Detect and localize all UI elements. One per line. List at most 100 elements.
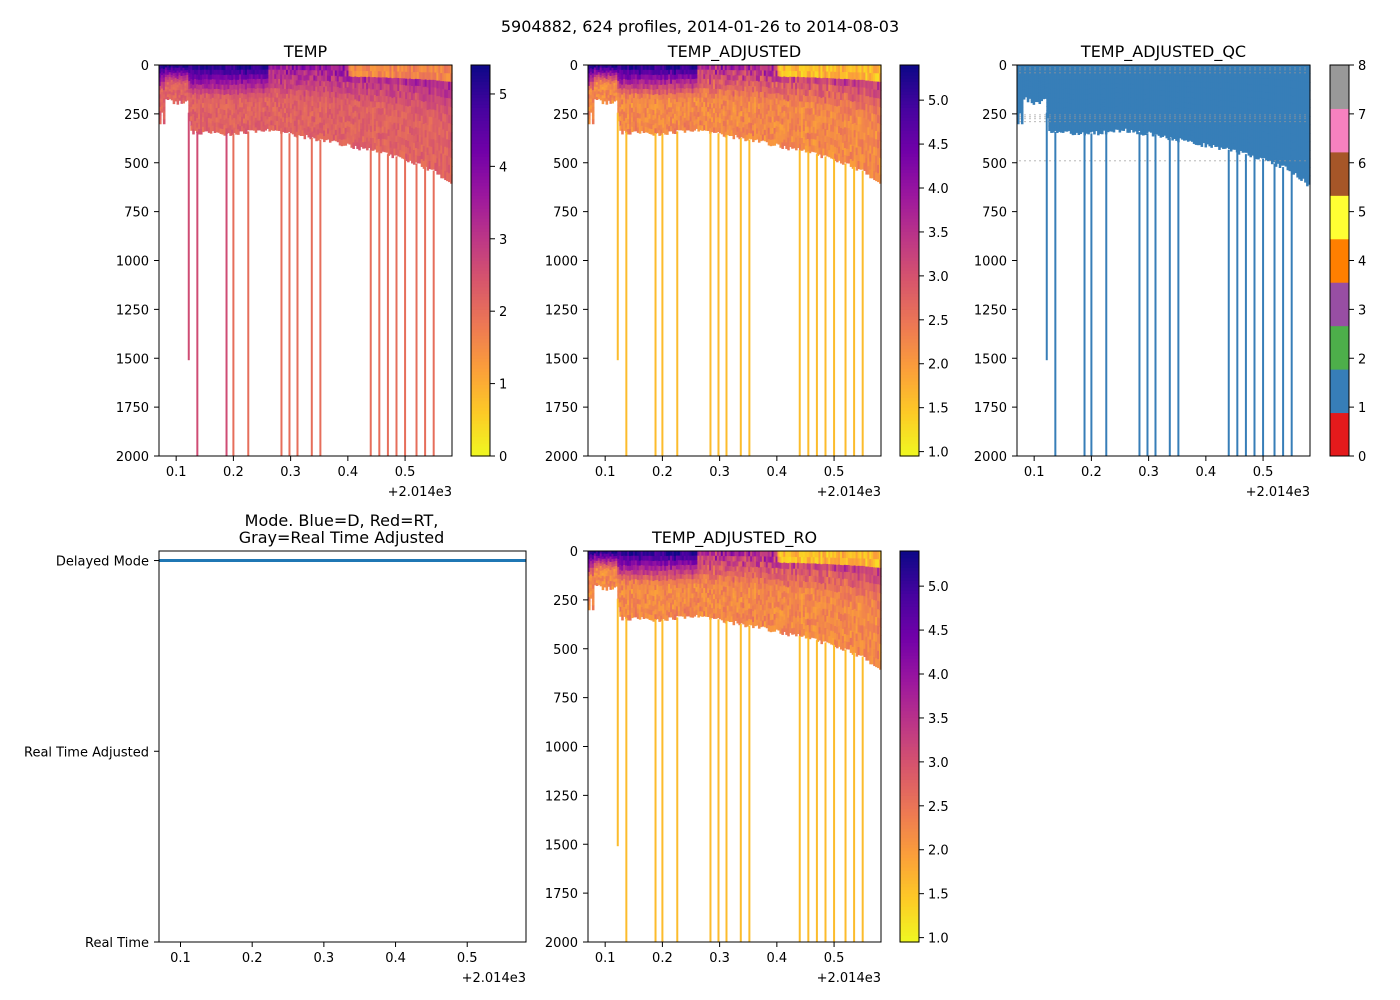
- heatmap-cell: [642, 93, 646, 100]
- heatmap-cell: [176, 67, 180, 72]
- heatmap-cell: [190, 125, 193, 131]
- colorbar-tick-label: 3.0: [928, 270, 949, 285]
- heatmap-cell: [334, 129, 338, 136]
- colorbar-segment: [471, 299, 490, 304]
- heatmap-cell: [1017, 65, 1020, 70]
- heatmap-cell: [705, 125, 708, 131]
- heatmap-cell: [857, 65, 861, 73]
- heatmap-cell: [664, 84, 667, 91]
- colorbar-segment: [471, 325, 490, 330]
- heatmap-cell: [648, 69, 652, 76]
- heatmap-cell: [321, 96, 324, 103]
- heatmap-cell: [264, 116, 268, 122]
- heatmap-cell: [237, 129, 240, 135]
- heatmap-cell: [820, 117, 823, 126]
- deep-profile-mark: [833, 158, 836, 456]
- heatmap-cell: [225, 84, 228, 90]
- heatmap-cell: [252, 111, 256, 117]
- heatmap-cell: [822, 148, 825, 156]
- heatmap-cell: [683, 84, 687, 90]
- heatmap-cell: [693, 92, 697, 99]
- heatmap-cell: [1038, 95, 1042, 99]
- heatmap-cell: [178, 75, 182, 79]
- heatmap-cell: [625, 79, 628, 85]
- heatmap-cell: [244, 89, 248, 95]
- heatmap-cell: [395, 97, 398, 105]
- heatmap-cell: [1024, 89, 1028, 93]
- heatmap-cell: [422, 153, 426, 162]
- y-tick-label: 1750: [116, 401, 149, 416]
- heatmap-cell: [1071, 129, 1075, 136]
- heatmap-cell: [603, 65, 607, 69]
- heatmap-cell: [354, 87, 357, 95]
- deep-profile-mark: [709, 132, 712, 456]
- heatmap-cell: [266, 83, 269, 89]
- heatmap-cell: [178, 70, 182, 74]
- heatmap-cell: [875, 131, 878, 140]
- heatmap-cell: [1034, 80, 1038, 84]
- heatmap-cell: [424, 93, 428, 102]
- heatmap-cell: [313, 111, 316, 118]
- heatmap-cell: [381, 126, 385, 134]
- heatmap-cell: [853, 86, 857, 95]
- heatmap-cell: [863, 117, 866, 126]
- heatmap-cell: [1046, 102, 1049, 107]
- colorbar-segment: [900, 100, 919, 105]
- heatmap-cell: [272, 92, 275, 99]
- heatmap-cell: [213, 108, 217, 114]
- heatmap-cell: [824, 65, 827, 73]
- heatmap-cell: [615, 75, 618, 79]
- heatmap-cell: [752, 125, 755, 132]
- heatmap-cell: [722, 125, 726, 132]
- heatmap-cell: [211, 125, 215, 132]
- heatmap-cell: [434, 125, 437, 134]
- heatmap-cell: [634, 65, 638, 71]
- heatmap-cell: [299, 75, 303, 81]
- heatmap-cell: [865, 142, 868, 152]
- heatmap-cell: [383, 89, 387, 97]
- heatmap-cell: [407, 78, 410, 87]
- heatmap-cell: [845, 78, 849, 87]
- colorbar-segment: [900, 185, 919, 190]
- heatmap-cell: [424, 151, 428, 160]
- heatmap-cell: [859, 124, 863, 133]
- heatmap-cell: [450, 81, 453, 91]
- heatmap-cell: [838, 133, 841, 141]
- heatmap-cell: [791, 112, 794, 120]
- heatmap-cell: [1024, 78, 1028, 82]
- deep-profile-mark: [654, 133, 657, 457]
- heatmap-cell: [424, 65, 428, 73]
- heatmap-cell: [623, 125, 626, 131]
- heatmap-cell: [646, 117, 650, 124]
- heatmap-cell: [274, 120, 277, 126]
- heatmap-cell: [369, 119, 373, 127]
- heatmap-cell: [797, 88, 800, 96]
- heatmap-cell: [834, 133, 837, 141]
- heatmap-cell: [697, 116, 700, 123]
- heatmap-cell: [352, 112, 355, 120]
- heatmap-cell: [1028, 91, 1032, 95]
- heatmap-cell: [761, 123, 765, 130]
- heatmap-cell: [804, 127, 808, 134]
- heatmap-cell: [229, 80, 232, 86]
- heatmap-cell: [726, 89, 730, 96]
- heatmap-cell: [728, 115, 732, 121]
- heatmap-cell: [246, 120, 250, 126]
- heatmap-cell: [783, 82, 786, 89]
- heatmap-cell: [644, 107, 648, 114]
- colorbar-tick-label: 4: [499, 160, 507, 175]
- heatmap-cell: [855, 80, 859, 89]
- heatmap-cell: [703, 102, 706, 108]
- heatmap-cell: [438, 80, 441, 89]
- heatmap-cell: [371, 131, 375, 139]
- heatmap-cell: [256, 83, 260, 89]
- heatmap-cell: [601, 76, 605, 80]
- heatmap-cell: [174, 93, 178, 97]
- heatmap-cell: [781, 82, 784, 90]
- heatmap-cell: [814, 133, 818, 141]
- heatmap-cell: [260, 107, 264, 113]
- heatmap-cell: [1044, 84, 1047, 88]
- heatmap-cell: [656, 65, 659, 71]
- heatmap-cell: [442, 65, 445, 74]
- heatmap-cell: [791, 65, 794, 72]
